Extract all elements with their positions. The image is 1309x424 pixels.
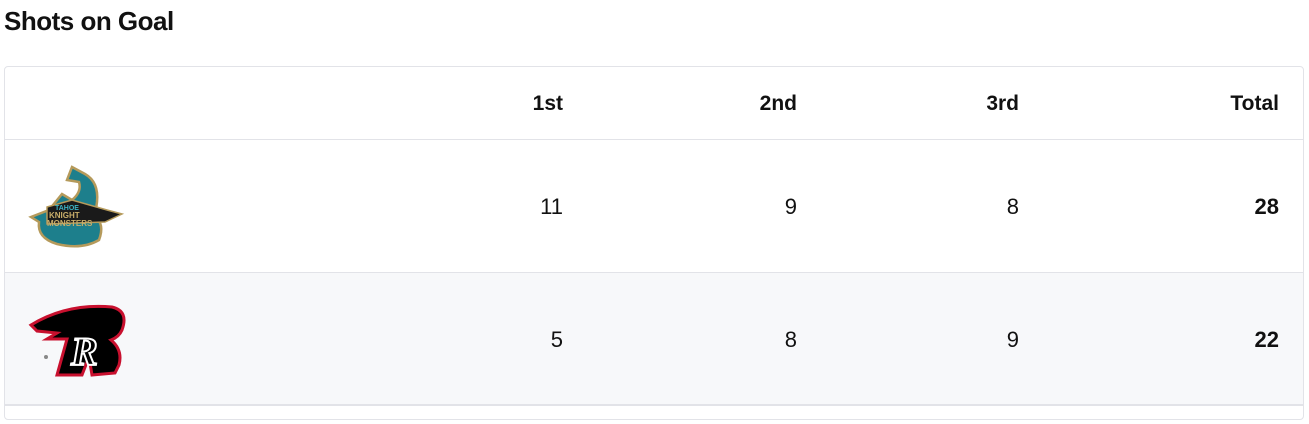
header-1st: 1st — [532, 92, 563, 115]
total-shots: 28 — [1254, 194, 1279, 219]
section-title: Shots on Goal — [4, 6, 174, 36]
period-2-shots: 9 — [784, 194, 797, 219]
period-2-shots: 8 — [784, 327, 797, 352]
shots-table: 1st 2nd 3rd Total TAHOE KNIGHT MONSTERS … — [4, 66, 1304, 420]
rapid-city-rush-logo: R — [28, 304, 126, 377]
period-1-shots: 11 — [540, 194, 563, 219]
svg-text:MONSTERS: MONSTERS — [47, 219, 93, 228]
total-shots: 22 — [1254, 327, 1279, 352]
period-3-shots: 8 — [1006, 194, 1019, 219]
svg-text:R: R — [70, 329, 98, 374]
header-3rd: 3rd — [986, 92, 1019, 115]
header-total: Total — [1230, 92, 1279, 115]
tahoe-knight-monsters-logo: TAHOE KNIGHT MONSTERS — [28, 165, 125, 248]
svg-text:KNIGHT: KNIGHT — [49, 211, 80, 220]
table-row: R 5 8 9 22 — [5, 273, 1303, 406]
table-header: 1st 2nd 3rd Total — [5, 67, 1303, 140]
svg-text:TAHOE: TAHOE — [55, 205, 79, 212]
table-row: TAHOE KNIGHT MONSTERS 11 9 8 28 — [5, 140, 1303, 273]
header-2nd: 2nd — [759, 92, 797, 115]
period-3-shots: 9 — [1006, 327, 1019, 352]
period-1-shots: 5 — [550, 327, 563, 352]
